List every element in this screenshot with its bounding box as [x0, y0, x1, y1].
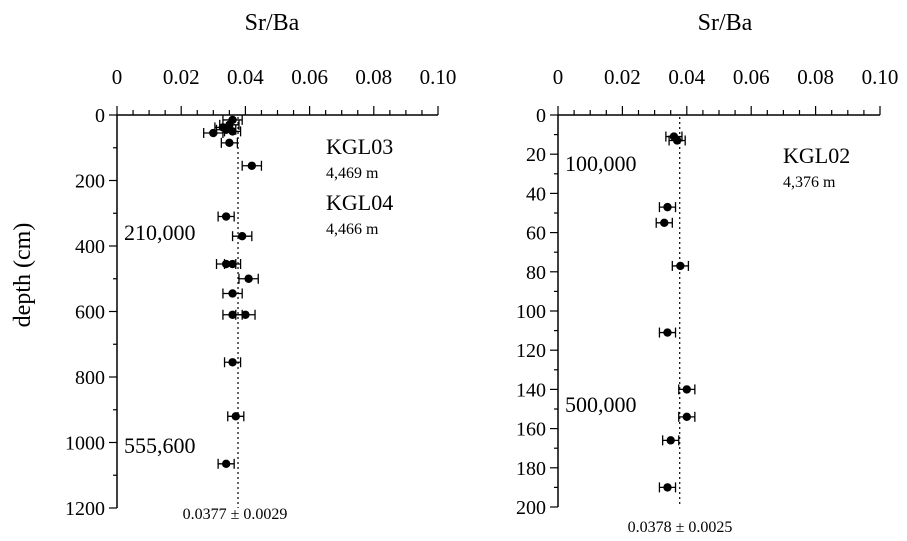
data-point-group: [217, 458, 235, 469]
data-point: [221, 212, 231, 221]
y-tick-label: 120: [516, 340, 546, 362]
data-point: [241, 310, 250, 319]
data-point-group: [217, 211, 235, 222]
x-tick-label: 0: [553, 65, 564, 89]
y-tick-label: 800: [75, 367, 105, 389]
data-point-group: [658, 482, 677, 493]
y-tick-label: 0: [536, 105, 546, 127]
y-tick-label: 1200: [65, 498, 105, 520]
data-point-group: [678, 384, 696, 395]
data-point: [228, 259, 237, 269]
data-point-group: [227, 411, 245, 422]
y-tick-label: 1000: [65, 433, 105, 455]
data-point: [247, 161, 257, 170]
data-point: [663, 328, 672, 337]
data-point-group: [203, 128, 224, 139]
y-axis-label: depth (cm): [10, 223, 36, 328]
core-elevation-label: 4,469 m: [326, 165, 379, 182]
x-tick-label: 0.08: [355, 65, 392, 89]
y-tick-label: 0: [95, 105, 105, 127]
y-tick-label: 160: [516, 419, 546, 441]
data-point-group: [235, 309, 256, 320]
data-point: [682, 385, 691, 394]
x-tick-label: 0: [112, 65, 123, 89]
y-tick-label: 60: [526, 223, 546, 245]
data-point-group: [231, 231, 253, 242]
data-point: [682, 412, 691, 422]
data-point: [663, 483, 672, 492]
x-tick-label: 0.06: [733, 65, 770, 89]
data-point: [228, 310, 237, 319]
data-point-group: [241, 160, 263, 171]
data-point-group: [223, 357, 242, 368]
data-point: [231, 412, 240, 421]
y-tick-label: 180: [516, 458, 546, 480]
mean-label: 0.0378 ± 0.0025: [628, 519, 733, 536]
chart-title: Sr/Ba: [698, 10, 753, 36]
y-tick-label: 200: [75, 171, 105, 193]
age-label: 210,000: [124, 220, 196, 245]
data-point: [237, 231, 247, 241]
x-tick-label: 0.10: [862, 65, 899, 89]
chart-kgl02: Sr/Ba 0 0.02 0.04 0.06 0.08 0.10 0 20 40 60 80 100 12…: [516, 10, 898, 536]
data-point-group: [655, 217, 673, 228]
y-tick-label: 40: [526, 183, 546, 205]
data-point-group: [678, 411, 696, 422]
data-point-group: [658, 327, 677, 338]
data-point: [244, 274, 253, 283]
data-point: [228, 127, 237, 136]
data-point-group: [668, 135, 686, 146]
core-name-label: KGL04: [326, 190, 393, 215]
y-tick-label: 80: [526, 262, 546, 284]
mean-label: 0.0377 ± 0.0029: [183, 506, 288, 523]
x-tick-label: 0.04: [227, 65, 264, 89]
core-name-label: KGL02: [783, 143, 850, 168]
x-tick-label: 0.02: [163, 65, 200, 89]
data-point-group: [238, 273, 259, 284]
data-point: [660, 218, 669, 227]
y-tick-label: 100: [516, 301, 546, 323]
chart-title: Sr/Ba: [245, 10, 300, 36]
data-point-group: [658, 202, 677, 213]
y-tick-label: 200: [516, 497, 546, 519]
data-point: [221, 459, 231, 468]
x-tick-label: 0.08: [797, 65, 834, 89]
x-tick-label: 0.10: [420, 65, 457, 89]
data-point: [663, 202, 672, 212]
chart-kgl03-kgl04: Sr/Ba 0 0.02 0.04 0.06 0.08 0.10 0 200 400 600 800 1…: [65, 10, 456, 523]
data-point-group: [662, 435, 680, 446]
data-point: [228, 289, 237, 298]
data-point-group: [223, 259, 242, 270]
age-label: 500,000: [565, 392, 637, 417]
y-tick-label: 400: [75, 236, 105, 258]
data-point-group: [671, 260, 690, 271]
y-tick-label: 600: [75, 302, 105, 324]
x-tick-label: 0.04: [668, 65, 705, 89]
x-tick-label: 0.02: [604, 65, 641, 89]
core-name-label: KGL03: [326, 134, 393, 159]
data-point-group: [220, 137, 239, 148]
core-elevation-label: 4,466 m: [326, 221, 379, 238]
data-point: [209, 128, 218, 138]
data-point-group: [222, 288, 243, 299]
age-label: 555,600: [124, 433, 196, 458]
age-label: 100,000: [565, 151, 637, 176]
data-point: [228, 358, 237, 367]
data-point: [672, 136, 682, 145]
y-tick-label: 140: [516, 379, 546, 401]
data-point: [225, 138, 234, 148]
x-tick-label: 0.06: [291, 65, 328, 89]
y-tick-label: 20: [526, 144, 546, 166]
data-point: [676, 261, 685, 271]
data-point-group: [223, 126, 242, 137]
data-point: [666, 436, 675, 445]
core-elevation-label: 4,376 m: [783, 174, 836, 191]
